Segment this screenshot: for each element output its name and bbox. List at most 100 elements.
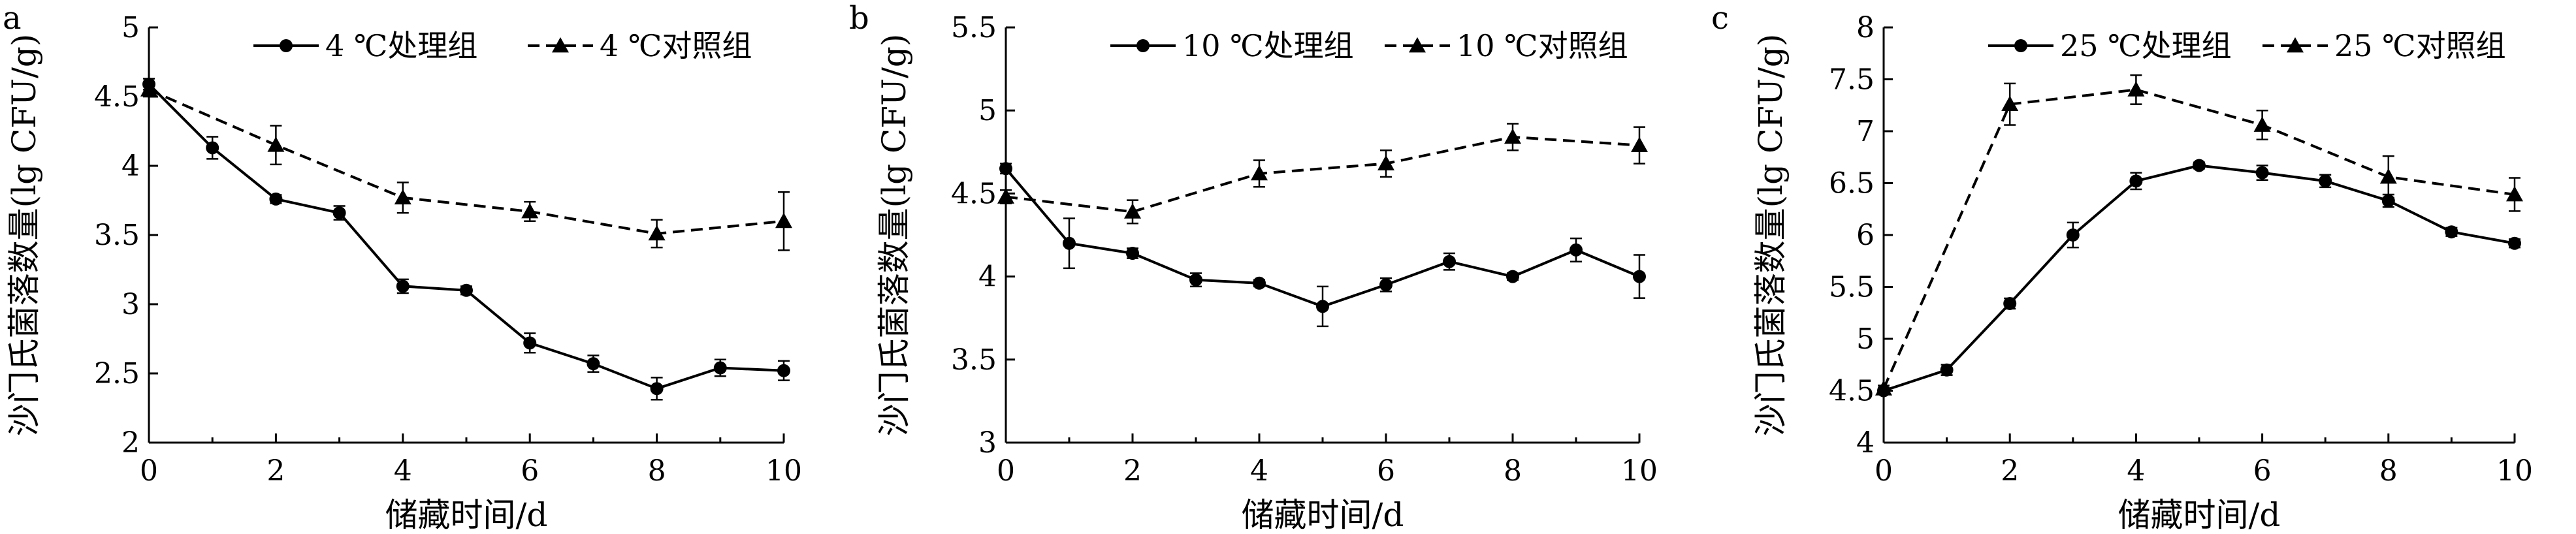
series-line <box>148 88 784 235</box>
data-point <box>2253 116 2271 132</box>
x-tick-label: 10 <box>765 454 802 488</box>
legend-label-treatment: 10 ℃处理组 <box>1182 28 1354 63</box>
legend-marker-treatment <box>2014 39 2027 52</box>
x-axis-label: 储藏时间/d <box>1242 496 1404 534</box>
x-tick-label: 4 <box>2127 454 2145 488</box>
series-line <box>1883 164 2515 392</box>
x-tick-label: 0 <box>140 454 158 488</box>
legend-label-control: 4 ℃对照组 <box>600 28 752 63</box>
data-point <box>460 283 473 297</box>
data-point <box>1063 236 1076 250</box>
legend: 25 ℃处理组 25 ℃对照组 <box>1988 28 2506 63</box>
x-tick-label: 2 <box>2001 454 2019 488</box>
series-line <box>1882 88 2515 390</box>
y-tick-label: 4 <box>121 149 140 183</box>
data-point <box>777 364 790 377</box>
series-control <box>1875 74 2523 396</box>
y-axis-label: 沙门氏菌落数量(lg CFU/g) <box>5 34 43 437</box>
data-point <box>2127 81 2145 97</box>
data-point <box>587 357 600 371</box>
legend: 10 ℃处理组 10 ℃对照组 <box>1110 28 1628 63</box>
legend-marker-treatment <box>280 39 293 52</box>
y-tick-label: 4.5 <box>1829 375 1875 408</box>
y-tick-label: 6.5 <box>1829 167 1875 200</box>
legend-marker-treatment <box>1136 39 1150 52</box>
x-tick-label: 0 <box>1875 454 1893 488</box>
y-tick-label: 4.5 <box>951 177 997 210</box>
data-point <box>2506 185 2523 202</box>
series-treatment <box>1877 159 2521 398</box>
panel-label: a <box>3 0 22 37</box>
data-point <box>269 192 283 206</box>
x-tick-label: 8 <box>1504 454 1522 488</box>
data-point <box>1631 136 1648 153</box>
data-point <box>1506 270 1519 283</box>
data-point <box>396 279 410 293</box>
series-line <box>1005 135 1640 213</box>
data-point <box>523 336 537 350</box>
data-point <box>1377 155 1394 171</box>
data-point <box>648 225 666 241</box>
y-tick-label: 5 <box>978 94 997 127</box>
x-axis-label: 储藏时间/d <box>2118 496 2281 534</box>
y-tick-label: 5 <box>121 11 140 44</box>
legend-label-control: 25 ℃对照组 <box>2334 28 2506 63</box>
data-point <box>1570 243 1583 257</box>
x-tick-label: 10 <box>2496 454 2533 488</box>
y-tick-label: 7.5 <box>1829 63 1875 97</box>
y-tick-label: 4 <box>1856 426 1875 460</box>
x-tick-label: 10 <box>1621 454 1658 488</box>
data-point <box>2129 174 2143 188</box>
data-point <box>1504 128 1521 144</box>
y-tick-label: 3.5 <box>951 343 997 377</box>
y-tick-label: 8 <box>1856 11 1875 44</box>
data-point <box>997 188 1014 204</box>
series-control <box>997 123 1648 225</box>
data-point <box>267 136 285 152</box>
y-tick-label: 4 <box>978 260 997 294</box>
data-point <box>1316 300 1329 313</box>
legend-label-control: 10 ℃对照组 <box>1457 28 1628 63</box>
x-tick-label: 6 <box>1377 454 1395 488</box>
data-point <box>2445 225 2458 239</box>
chart-panel-b: 3 3.5 4 4.5 5 5.5 0 2 4 6 8 10 储藏时间/d 沙门氏菌落数量(lg CFU/… <box>849 0 1658 534</box>
data-point <box>1189 273 1202 287</box>
data-point <box>521 202 539 219</box>
series-treatment <box>142 77 790 401</box>
data-point <box>1940 363 1954 377</box>
data-point <box>1633 270 1646 283</box>
x-tick-label: 4 <box>1250 454 1268 488</box>
data-point <box>1253 276 1266 290</box>
series-treatment <box>999 162 1646 328</box>
data-point <box>1379 278 1393 292</box>
data-point <box>140 81 157 97</box>
legend-marker-control <box>1409 37 1426 53</box>
x-tick-label: 2 <box>1123 454 1142 488</box>
data-point <box>206 141 219 155</box>
y-tick-label: 3 <box>978 426 997 460</box>
data-point <box>713 361 727 375</box>
data-point <box>1124 203 1141 219</box>
chart-panel-c: 4 4.5 5 5.5 6 6.5 7 7.5 8 0 2 4 6 8 10 储藏时间/d 沙门氏菌落数量(lg… <box>1711 0 2533 534</box>
legend-label-treatment: 4 ℃处理组 <box>325 28 477 63</box>
x-tick-label: 6 <box>2253 454 2272 488</box>
data-point <box>2001 95 2019 112</box>
data-point <box>2319 174 2332 188</box>
panel-label: b <box>849 0 869 37</box>
series-line <box>148 83 784 390</box>
x-tick-label: 0 <box>997 454 1015 488</box>
x-tick-label: 2 <box>266 454 285 488</box>
x-tick-label: 6 <box>521 454 539 488</box>
y-tick-label: 6 <box>1856 219 1875 252</box>
y-tick-label: 5.5 <box>1829 271 1875 304</box>
x-tick-label: 8 <box>2379 454 2398 488</box>
x-tick-label: 4 <box>394 454 412 488</box>
y-tick-label: 4.5 <box>94 80 140 114</box>
data-point <box>2508 236 2521 250</box>
y-axis-label: 沙门氏菌落数量(lg CFU/g) <box>875 34 913 437</box>
data-point <box>1126 246 1139 260</box>
data-point <box>2255 166 2269 180</box>
data-point <box>999 162 1012 176</box>
